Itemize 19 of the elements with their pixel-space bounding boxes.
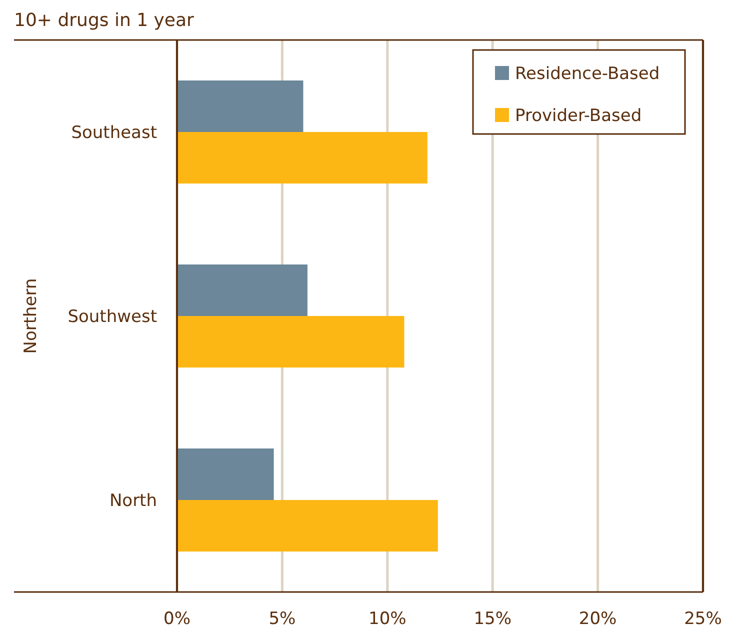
bar	[177, 264, 308, 316]
y-axis-title: Northern	[21, 278, 41, 354]
x-tick-label: 10%	[368, 609, 406, 629]
y-tick-label: Southwest	[68, 307, 158, 327]
x-tick-label: 5%	[268, 609, 296, 629]
x-tick-label: 25%	[684, 609, 722, 629]
bar	[177, 80, 304, 132]
bar	[177, 448, 274, 500]
bar	[177, 500, 438, 552]
x-tick-label: 0%	[164, 609, 190, 629]
y-tick-label: Southeast	[71, 123, 158, 143]
chart-title: 10+ drugs in 1 year	[14, 10, 195, 31]
legend-label: Residence-Based	[515, 64, 660, 84]
x-tick-label: 15%	[474, 609, 512, 629]
bar	[177, 132, 428, 184]
x-tick-label: 20%	[578, 609, 617, 629]
bar	[177, 316, 404, 368]
legend-label: Provider-Based	[515, 106, 642, 126]
y-tick-label: North	[109, 491, 157, 511]
